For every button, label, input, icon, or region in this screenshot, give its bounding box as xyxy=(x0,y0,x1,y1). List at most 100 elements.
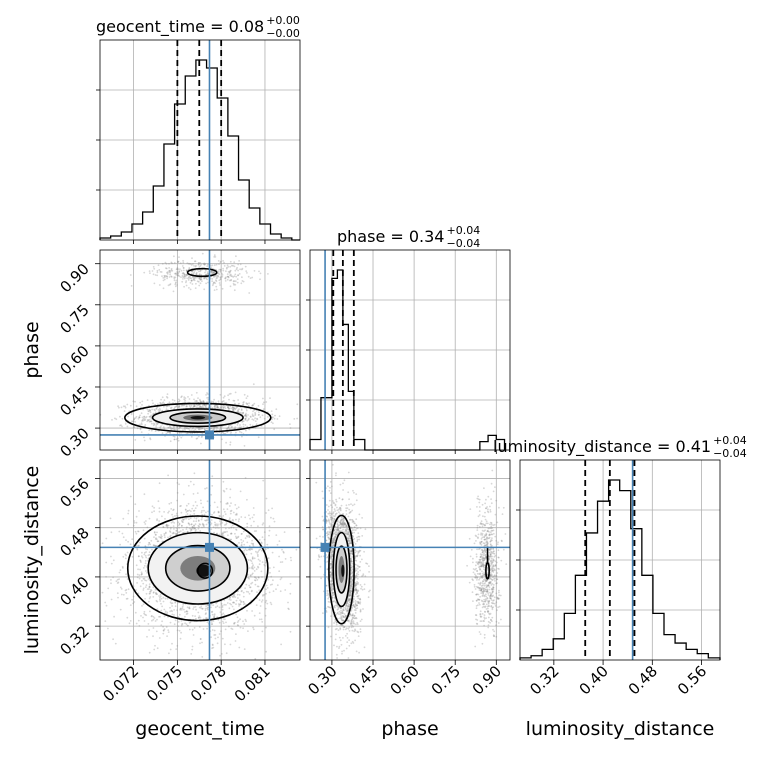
sample-point xyxy=(196,404,198,406)
sample-point xyxy=(112,559,115,562)
sample-point xyxy=(148,600,150,603)
sample-point xyxy=(244,424,247,426)
histogram-geocent_time xyxy=(99,59,300,241)
sample-point xyxy=(178,629,181,632)
title-lower-error: −0.04 xyxy=(713,447,747,460)
sample-point xyxy=(212,428,215,430)
sample-point xyxy=(171,642,173,645)
sample-point xyxy=(182,276,184,278)
sample-point xyxy=(169,606,171,609)
sample-point xyxy=(216,277,219,279)
sample-point xyxy=(158,520,161,522)
sample-point xyxy=(359,561,362,563)
sample-point xyxy=(264,561,267,564)
sample-point xyxy=(200,278,203,281)
sample-point xyxy=(238,260,241,262)
sample-point xyxy=(360,585,363,588)
sample-point xyxy=(234,407,237,410)
sample-point xyxy=(194,276,197,279)
sample-point xyxy=(122,567,124,569)
sample-point xyxy=(171,269,174,272)
sample-point xyxy=(178,256,180,258)
sample-point xyxy=(189,263,192,265)
sample-point xyxy=(117,596,119,599)
sample-point xyxy=(167,426,170,429)
sample-point xyxy=(173,255,175,258)
sample-point xyxy=(244,414,247,417)
sample-point xyxy=(229,441,232,444)
sample-point xyxy=(257,436,260,439)
sample-point xyxy=(138,577,141,580)
sample-point xyxy=(245,402,248,404)
sample-point xyxy=(224,643,226,646)
sample-point xyxy=(156,647,159,650)
sample-point xyxy=(193,279,196,282)
sample-point xyxy=(124,405,126,408)
sample-point xyxy=(252,404,254,407)
sample-point xyxy=(270,410,273,412)
sample-point xyxy=(182,404,184,407)
sample-point xyxy=(168,510,170,513)
sample-point xyxy=(200,269,202,272)
sample-point xyxy=(163,402,166,405)
sample-point xyxy=(110,598,113,601)
sample-point xyxy=(200,400,203,403)
sample-point xyxy=(171,427,174,430)
sample-point xyxy=(211,475,214,478)
sample-point xyxy=(126,425,129,428)
sample-point xyxy=(182,267,185,269)
sample-point xyxy=(243,401,245,403)
sample-point xyxy=(258,612,261,614)
sample-point xyxy=(237,597,239,599)
sample-point xyxy=(132,420,135,422)
sample-point xyxy=(209,406,212,408)
sample-point xyxy=(188,287,190,289)
sample-point xyxy=(142,419,145,422)
sample-point xyxy=(156,618,158,621)
sample-point xyxy=(153,282,156,285)
sample-point xyxy=(261,576,263,578)
sample-point xyxy=(176,272,179,274)
sample-point xyxy=(268,525,271,528)
sample-point xyxy=(180,404,183,407)
sample-point xyxy=(241,532,243,535)
sample-point xyxy=(239,411,241,414)
sample-point xyxy=(188,606,191,609)
title-lower-error: −0.04 xyxy=(446,237,480,250)
sample-point xyxy=(148,588,150,590)
sample-point xyxy=(138,416,141,419)
sample-point xyxy=(139,414,141,417)
sample-point xyxy=(254,658,257,660)
sample-point xyxy=(234,640,237,642)
sample-point xyxy=(222,400,225,402)
sample-point xyxy=(166,272,168,274)
sample-point xyxy=(187,279,190,281)
sample-point xyxy=(251,516,254,519)
sample-point xyxy=(226,266,228,269)
sample-point xyxy=(149,590,151,593)
sample-point xyxy=(159,595,162,598)
sample-point xyxy=(248,577,251,580)
sample-point xyxy=(212,646,215,649)
sample-point xyxy=(220,653,223,655)
sample-point xyxy=(135,589,137,591)
sample-point xyxy=(105,575,107,578)
sample-point xyxy=(166,277,169,280)
sample-point xyxy=(178,613,181,616)
sample-point xyxy=(137,568,140,571)
sample-point xyxy=(214,637,217,640)
sample-point xyxy=(258,589,261,592)
sample-point xyxy=(139,423,141,426)
sample-point xyxy=(222,431,225,434)
sample-point xyxy=(190,279,193,282)
sample-point xyxy=(342,528,344,531)
sample-point xyxy=(261,630,264,633)
sample-point xyxy=(176,645,179,647)
sample-point xyxy=(204,269,207,272)
sample-point xyxy=(183,277,186,280)
sample-point xyxy=(241,276,243,279)
sample-point xyxy=(213,616,215,618)
sample-point xyxy=(148,429,151,432)
sample-point xyxy=(130,413,133,416)
sample-point xyxy=(250,524,253,527)
